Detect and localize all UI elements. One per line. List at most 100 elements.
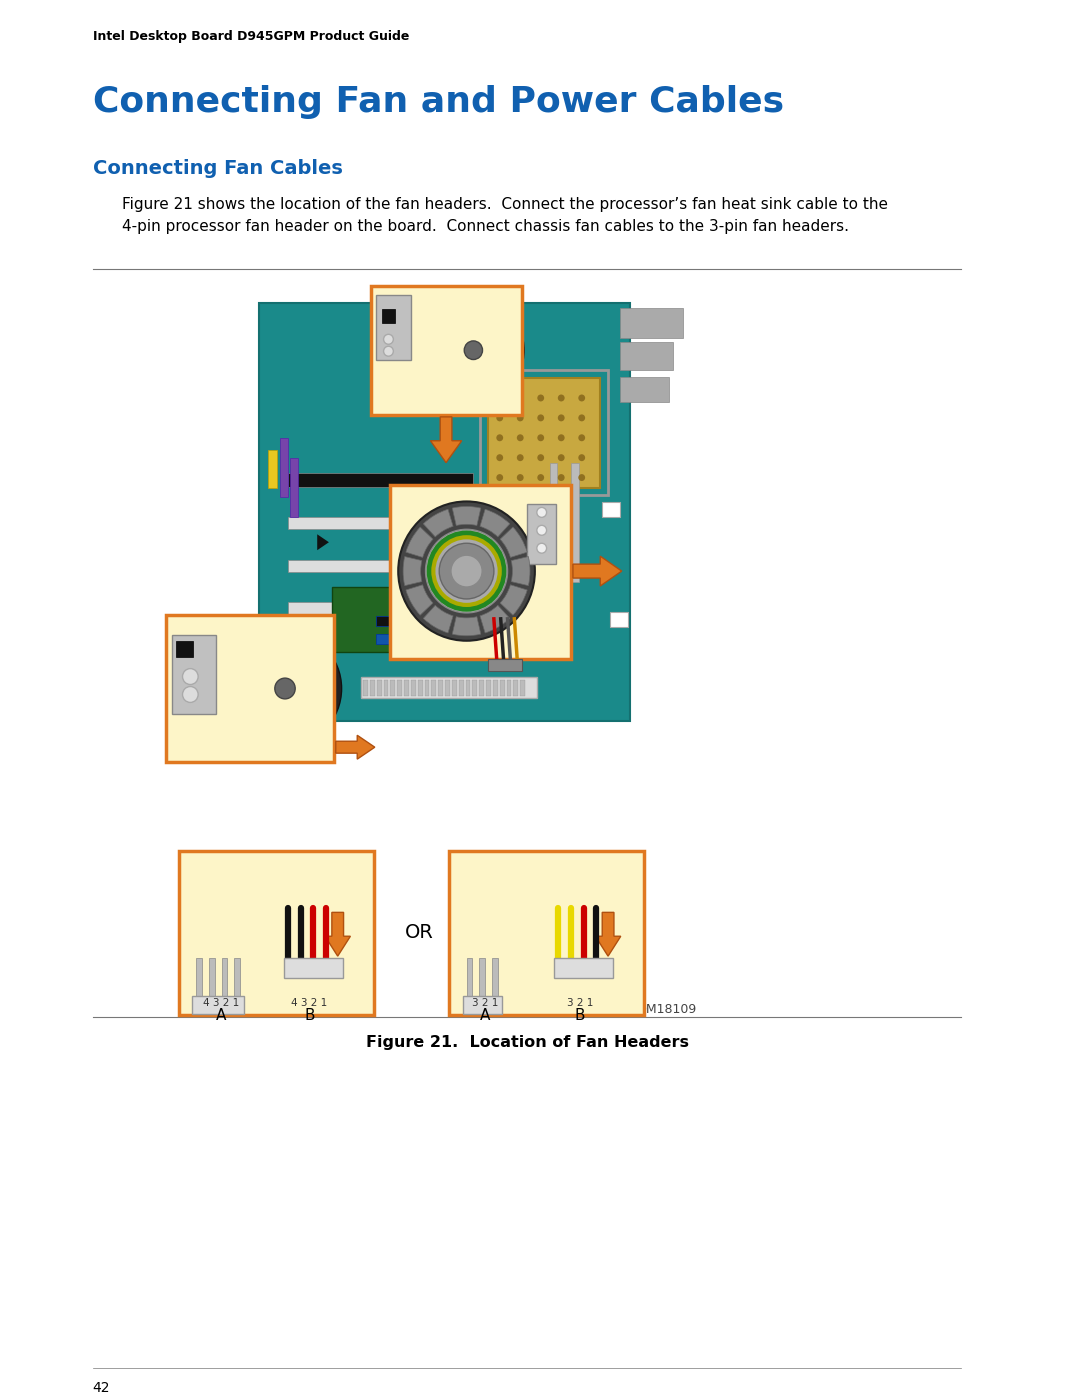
- Circle shape: [497, 474, 503, 481]
- Circle shape: [497, 394, 503, 401]
- Circle shape: [557, 454, 565, 461]
- Wedge shape: [480, 320, 503, 344]
- FancyBboxPatch shape: [176, 641, 193, 657]
- FancyBboxPatch shape: [404, 679, 409, 697]
- Wedge shape: [500, 585, 527, 615]
- Wedge shape: [453, 616, 481, 636]
- Polygon shape: [318, 534, 329, 550]
- FancyBboxPatch shape: [486, 679, 491, 697]
- Circle shape: [497, 454, 503, 461]
- Circle shape: [517, 394, 524, 401]
- Wedge shape: [423, 605, 454, 633]
- Circle shape: [557, 474, 565, 481]
- FancyBboxPatch shape: [280, 437, 288, 497]
- FancyBboxPatch shape: [527, 504, 556, 564]
- Circle shape: [426, 529, 508, 613]
- Wedge shape: [271, 704, 299, 726]
- Text: A: A: [216, 1007, 227, 1023]
- FancyBboxPatch shape: [376, 634, 571, 644]
- Circle shape: [383, 346, 393, 356]
- Text: OM18109: OM18109: [636, 1003, 697, 1016]
- Circle shape: [538, 474, 544, 481]
- Wedge shape: [441, 338, 459, 363]
- Circle shape: [429, 576, 460, 608]
- FancyBboxPatch shape: [620, 377, 669, 402]
- Polygon shape: [595, 912, 621, 956]
- Circle shape: [422, 299, 524, 402]
- FancyBboxPatch shape: [269, 450, 278, 488]
- FancyBboxPatch shape: [513, 679, 518, 697]
- Circle shape: [538, 454, 544, 461]
- FancyBboxPatch shape: [449, 851, 644, 1014]
- Wedge shape: [480, 510, 510, 536]
- Circle shape: [537, 525, 546, 535]
- Circle shape: [274, 678, 295, 698]
- Wedge shape: [252, 696, 279, 724]
- Wedge shape: [443, 356, 468, 381]
- Circle shape: [383, 334, 393, 344]
- Text: 3 2 1: 3 2 1: [472, 997, 498, 1007]
- FancyBboxPatch shape: [424, 679, 430, 697]
- Circle shape: [497, 434, 503, 441]
- FancyBboxPatch shape: [370, 285, 523, 415]
- Circle shape: [440, 543, 494, 599]
- FancyBboxPatch shape: [401, 380, 418, 398]
- Circle shape: [538, 434, 544, 441]
- Circle shape: [183, 669, 198, 685]
- FancyBboxPatch shape: [390, 485, 571, 658]
- FancyBboxPatch shape: [208, 958, 215, 996]
- Polygon shape: [336, 735, 375, 759]
- FancyBboxPatch shape: [410, 679, 416, 697]
- Polygon shape: [572, 556, 622, 585]
- Circle shape: [538, 415, 544, 422]
- FancyBboxPatch shape: [620, 309, 684, 338]
- Wedge shape: [423, 510, 454, 536]
- Circle shape: [228, 631, 341, 746]
- FancyBboxPatch shape: [288, 472, 473, 486]
- FancyBboxPatch shape: [610, 612, 627, 627]
- Text: 42: 42: [93, 1382, 110, 1396]
- Text: 4 3 2 1: 4 3 2 1: [203, 997, 240, 1007]
- Text: B: B: [575, 1007, 585, 1023]
- Wedge shape: [300, 675, 322, 703]
- FancyBboxPatch shape: [554, 958, 613, 978]
- Text: Connecting Fan and Power Cables: Connecting Fan and Power Cables: [93, 85, 784, 119]
- Circle shape: [537, 543, 546, 553]
- FancyBboxPatch shape: [166, 615, 334, 763]
- FancyBboxPatch shape: [462, 996, 502, 1014]
- FancyBboxPatch shape: [288, 517, 440, 529]
- Text: 4 3 2 1: 4 3 2 1: [292, 997, 327, 1007]
- FancyBboxPatch shape: [377, 679, 381, 697]
- Circle shape: [497, 415, 503, 422]
- FancyBboxPatch shape: [491, 958, 498, 996]
- FancyBboxPatch shape: [381, 309, 395, 323]
- FancyBboxPatch shape: [438, 679, 443, 697]
- Text: 3 2 1: 3 2 1: [567, 997, 593, 1007]
- FancyBboxPatch shape: [258, 303, 630, 721]
- Text: Figure 21 shows the location of the fan headers.  Connect the processor’s fan he: Figure 21 shows the location of the fan …: [122, 197, 888, 235]
- Wedge shape: [461, 317, 486, 335]
- Circle shape: [436, 313, 510, 387]
- FancyBboxPatch shape: [492, 679, 498, 697]
- FancyBboxPatch shape: [390, 679, 395, 697]
- Polygon shape: [325, 912, 350, 956]
- FancyBboxPatch shape: [603, 503, 620, 517]
- FancyBboxPatch shape: [488, 658, 523, 671]
- Wedge shape: [461, 365, 486, 384]
- Text: B: B: [305, 1007, 314, 1023]
- Wedge shape: [487, 338, 507, 363]
- FancyBboxPatch shape: [221, 958, 228, 996]
- Wedge shape: [292, 696, 319, 724]
- Wedge shape: [252, 654, 279, 682]
- FancyBboxPatch shape: [289, 458, 298, 517]
- FancyBboxPatch shape: [500, 679, 504, 697]
- Circle shape: [517, 415, 524, 422]
- FancyBboxPatch shape: [332, 587, 395, 651]
- FancyBboxPatch shape: [197, 958, 202, 996]
- Circle shape: [578, 394, 585, 401]
- Wedge shape: [406, 585, 433, 615]
- Text: OR: OR: [405, 923, 434, 942]
- Text: Intel Desktop Board D945GPM Product Guide: Intel Desktop Board D945GPM Product Guid…: [93, 29, 409, 43]
- Circle shape: [538, 394, 544, 401]
- Circle shape: [557, 394, 565, 401]
